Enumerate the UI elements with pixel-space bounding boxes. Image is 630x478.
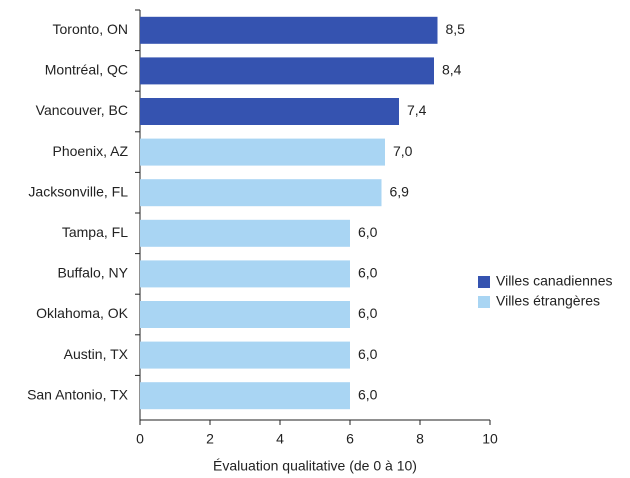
value-label: 6,0 [358, 305, 378, 321]
x-tick-label: 6 [346, 431, 354, 447]
bar [140, 179, 382, 207]
bar [140, 260, 350, 288]
value-label: 7,4 [407, 102, 427, 118]
y-tick-label: San Antonio, TX [27, 386, 129, 402]
legend-swatch [478, 296, 490, 308]
legend-swatch [478, 276, 490, 288]
value-label: 8,5 [446, 21, 466, 37]
y-tick-label: Oklahoma, OK [36, 305, 128, 321]
y-tick-label: Vancouver, BC [36, 102, 128, 118]
x-tick-label: 8 [416, 431, 424, 447]
value-label: 7,0 [393, 143, 413, 159]
value-label: 6,0 [358, 386, 378, 402]
bar [140, 341, 350, 369]
bar [140, 382, 350, 410]
x-tick-label: 2 [206, 431, 214, 447]
x-tick-label: 10 [482, 431, 498, 447]
y-tick-label: Toronto, ON [53, 21, 128, 37]
legend-label: Villes canadiennes [496, 273, 613, 289]
y-tick-label: Jacksonville, FL [28, 183, 128, 199]
y-tick-label: Montréal, QC [45, 62, 128, 78]
y-tick-label: Phoenix, AZ [53, 143, 129, 159]
bar [140, 57, 434, 85]
value-label: 6,0 [358, 265, 378, 281]
x-tick-label: 0 [136, 431, 144, 447]
bar [140, 301, 350, 328]
y-tick-label: Austin, TX [64, 346, 129, 362]
value-label: 6,0 [358, 224, 378, 240]
bar [140, 16, 438, 44]
y-tick-label: Buffalo, NY [57, 265, 128, 281]
bar [140, 98, 399, 125]
legend-label: Villes étrangères [496, 293, 600, 309]
value-label: 8,4 [442, 62, 462, 78]
x-axis-label: Évaluation qualitative (de 0 à 10) [213, 458, 417, 474]
bar [140, 219, 350, 247]
y-tick-label: Tampa, FL [62, 224, 128, 240]
value-label: 6,9 [390, 183, 410, 199]
value-label: 6,0 [358, 346, 378, 362]
bar [140, 138, 385, 166]
x-tick-label: 4 [276, 431, 284, 447]
